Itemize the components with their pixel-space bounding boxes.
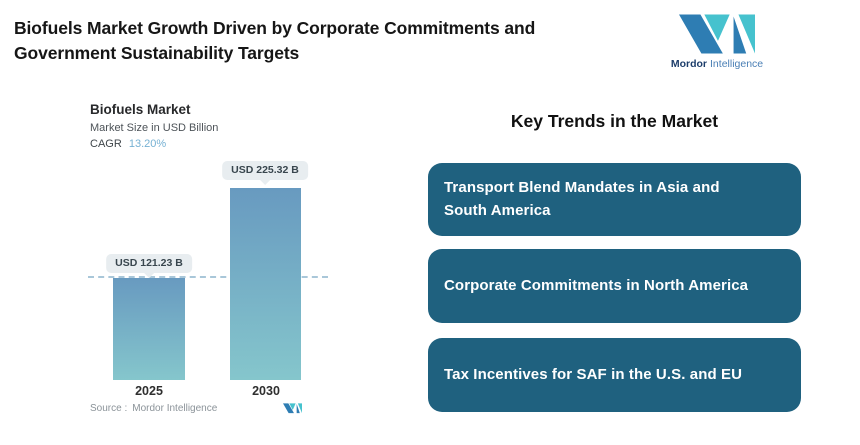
- mordor-logo-mini-icon: [283, 403, 302, 414]
- cagr-value: 13.20%: [128, 138, 167, 150]
- chart-subtitle: Market Size in USD Billion: [90, 122, 219, 134]
- cagr-label: CAGR: [90, 138, 122, 150]
- source-label: Source :: [90, 403, 128, 414]
- brand-name-2: Intelligence: [710, 58, 764, 70]
- bar-chart: USD 121.23 B USD 225.32 B 2025 2030: [88, 160, 328, 406]
- page-title: Biofuels Market Growth Driven by Corpora…: [14, 18, 536, 63]
- chart-title: Biofuels Market: [90, 102, 191, 117]
- source-value: Mordor Intelligence: [132, 403, 218, 414]
- source-row: Source : Mordor Intelligence: [90, 403, 302, 414]
- mordor-intelligence-logo: Mordor Intelligence: [664, 14, 770, 70]
- x-axis-label-2030: 2030: [252, 384, 280, 398]
- source-text: Source : Mordor Intelligence: [90, 403, 217, 414]
- trends-heading: Key Trends in the Market: [510, 111, 719, 131]
- data-label-2025: USD 121.23 B: [106, 254, 192, 273]
- bar-2025: [113, 278, 185, 380]
- trend-cards: Transport Blend Mandates in Asia and Sou…: [428, 163, 801, 412]
- mordor-logo-icon: [679, 14, 755, 54]
- brand-name: Mordor: [670, 58, 708, 70]
- cagr-row: CAGR 13.20%: [90, 138, 218, 150]
- trend-card-transport-blend-mandates: Transport Blend Mandates in Asia and Sou…: [428, 163, 801, 236]
- data-label-2030: USD 225.32 B: [222, 161, 308, 180]
- trend-card-corporate-commitments: Corporate Commitments in North America: [428, 249, 801, 323]
- trend-card-tax-incentives: Tax Incentives for SAF in the U.S. and E…: [428, 338, 801, 412]
- logo-wordmark: Mordor Intelligence: [664, 58, 770, 70]
- chart-header: Biofuels Market Market Size in USD Billi…: [90, 102, 218, 150]
- bar-2030: [230, 188, 301, 380]
- x-axis-label-2025: 2025: [135, 384, 163, 398]
- key-trends-panel: Key Trends in the Market Transport Blend…: [428, 111, 801, 412]
- reference-dashed-line: [88, 276, 328, 278]
